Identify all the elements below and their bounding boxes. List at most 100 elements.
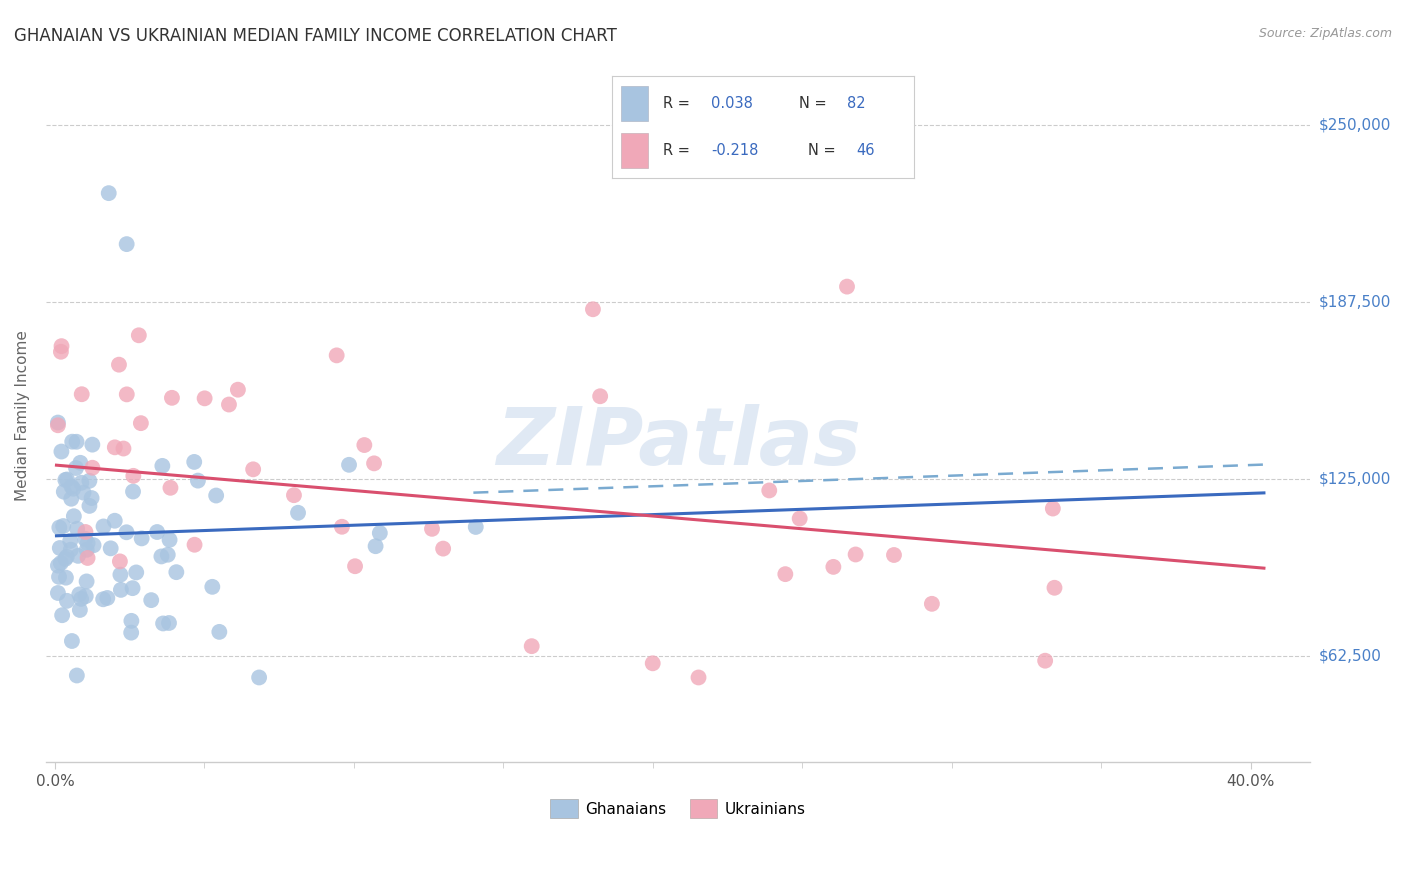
Point — [157, 615, 180, 630]
Point — [49, 541, 72, 555]
Point — [1042, 501, 1064, 516]
Point — [60, 634, 83, 648]
Point — [83, 538, 105, 552]
Point — [82, 460, 104, 475]
Point — [283, 488, 305, 502]
Point — [48, 570, 70, 584]
Point — [112, 442, 135, 456]
Point — [56, 549, 79, 564]
Point — [845, 548, 868, 562]
Point — [582, 302, 605, 317]
Point — [56, 473, 79, 487]
Point — [67, 587, 90, 601]
Point — [187, 474, 209, 488]
Point — [51, 339, 73, 353]
Point — [63, 509, 86, 524]
Point — [589, 389, 612, 403]
Point — [775, 567, 797, 582]
Point — [141, 593, 163, 607]
Text: GHANAIAN VS UKRAINIAN MEDIAN FAMILY INCOME CORRELATION CHART: GHANAIAN VS UKRAINIAN MEDIAN FAMILY INCO… — [14, 27, 617, 45]
Point — [363, 456, 385, 470]
Point — [108, 358, 131, 372]
Point — [883, 548, 905, 562]
Text: $62,500: $62,500 — [1319, 648, 1382, 664]
Point — [146, 524, 169, 539]
Point — [641, 657, 664, 671]
Point — [226, 383, 249, 397]
Point — [79, 474, 101, 488]
Point — [120, 614, 142, 628]
Point — [129, 416, 152, 430]
Text: ZIPatlas: ZIPatlas — [496, 404, 860, 483]
Point — [835, 279, 858, 293]
Point — [110, 567, 132, 582]
Point — [150, 549, 173, 564]
Point — [131, 532, 153, 546]
Point — [75, 532, 97, 546]
Point — [242, 462, 264, 476]
Point — [156, 548, 179, 562]
Point — [53, 473, 76, 487]
Text: N =: N = — [808, 144, 841, 158]
Point — [789, 511, 811, 525]
Point — [53, 552, 76, 566]
Point — [165, 565, 187, 579]
Point — [80, 491, 103, 505]
Point — [152, 616, 174, 631]
Point — [104, 440, 127, 454]
Point — [56, 594, 79, 608]
Point — [76, 536, 98, 550]
Point — [122, 484, 145, 499]
Point — [60, 491, 83, 506]
Point — [159, 481, 181, 495]
Point — [70, 387, 93, 401]
Point — [205, 489, 228, 503]
Point — [66, 668, 89, 682]
Point — [72, 485, 94, 500]
Point — [368, 526, 391, 541]
Point — [46, 558, 69, 573]
Point — [49, 556, 72, 570]
Point — [183, 455, 205, 469]
Point — [59, 533, 82, 548]
Point — [420, 522, 443, 536]
Text: 0.038: 0.038 — [711, 96, 754, 111]
Point — [353, 438, 375, 452]
Point — [150, 458, 173, 473]
Point — [60, 434, 83, 449]
Point — [46, 586, 69, 600]
Point — [69, 456, 91, 470]
Point — [160, 391, 183, 405]
Point — [108, 554, 131, 568]
Point — [337, 458, 360, 472]
Point — [96, 591, 118, 605]
Text: N =: N = — [799, 96, 831, 111]
Point — [183, 538, 205, 552]
Point — [115, 525, 138, 540]
Bar — [620, 133, 648, 168]
Point — [46, 418, 69, 433]
Point — [59, 542, 82, 557]
Point — [60, 479, 83, 493]
Text: Source: ZipAtlas.com: Source: ZipAtlas.com — [1258, 27, 1392, 40]
Point — [66, 522, 89, 536]
Point — [120, 625, 142, 640]
Point — [70, 475, 93, 490]
Point — [464, 520, 486, 534]
Point — [104, 514, 127, 528]
Point — [51, 608, 73, 623]
Point — [51, 444, 73, 458]
Point — [62, 482, 84, 496]
Point — [49, 344, 72, 359]
Text: -0.218: -0.218 — [711, 144, 759, 158]
Text: 46: 46 — [856, 144, 875, 158]
Point — [82, 437, 104, 451]
Point — [287, 506, 309, 520]
Text: R =: R = — [664, 144, 695, 158]
Point — [76, 574, 98, 589]
Point — [100, 541, 122, 556]
Point — [201, 580, 224, 594]
Point — [76, 542, 98, 557]
Point — [128, 328, 150, 343]
Point — [1043, 581, 1066, 595]
